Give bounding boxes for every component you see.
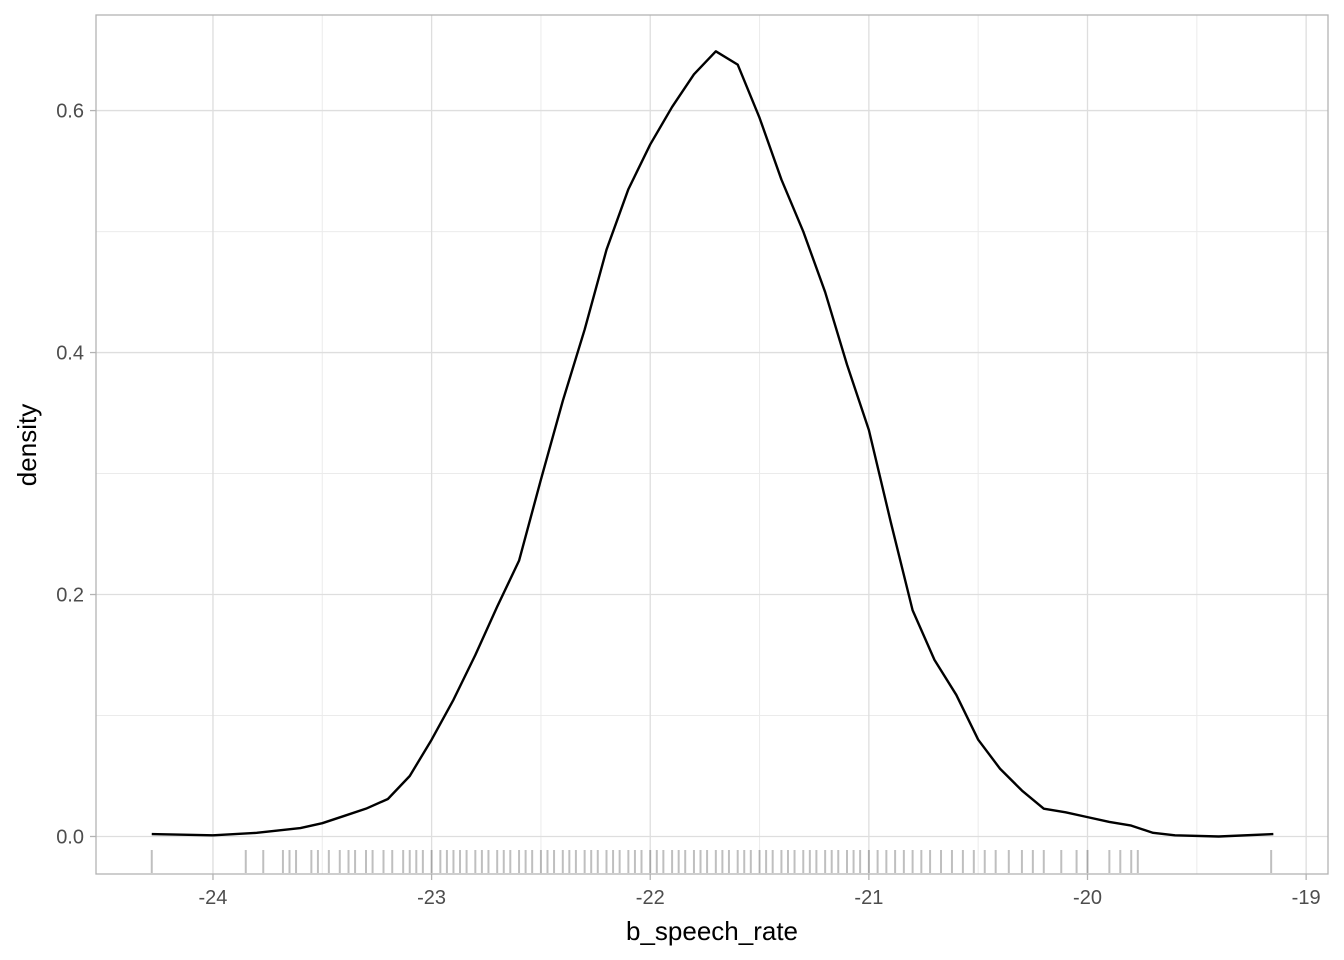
- y-tick-label: 0.4: [56, 343, 84, 365]
- x-tick-label: -23: [417, 887, 446, 909]
- y-axis-title: density: [12, 404, 42, 486]
- density-line: [151, 50, 1274, 838]
- x-tick-label: -20: [1073, 887, 1102, 909]
- x-tick-label: -24: [199, 887, 228, 909]
- x-tick-label: -22: [636, 887, 665, 909]
- x-axis-title: b_speech_rate: [626, 916, 798, 946]
- y-tick-label: 0.6: [56, 101, 84, 123]
- y-tick-label: 0.0: [56, 826, 84, 848]
- x-tick-label: -21: [854, 887, 883, 909]
- y-tick-label: 0.2: [56, 585, 84, 607]
- panel-border: [95, 14, 1329, 875]
- x-tick-label: -19: [1292, 887, 1321, 909]
